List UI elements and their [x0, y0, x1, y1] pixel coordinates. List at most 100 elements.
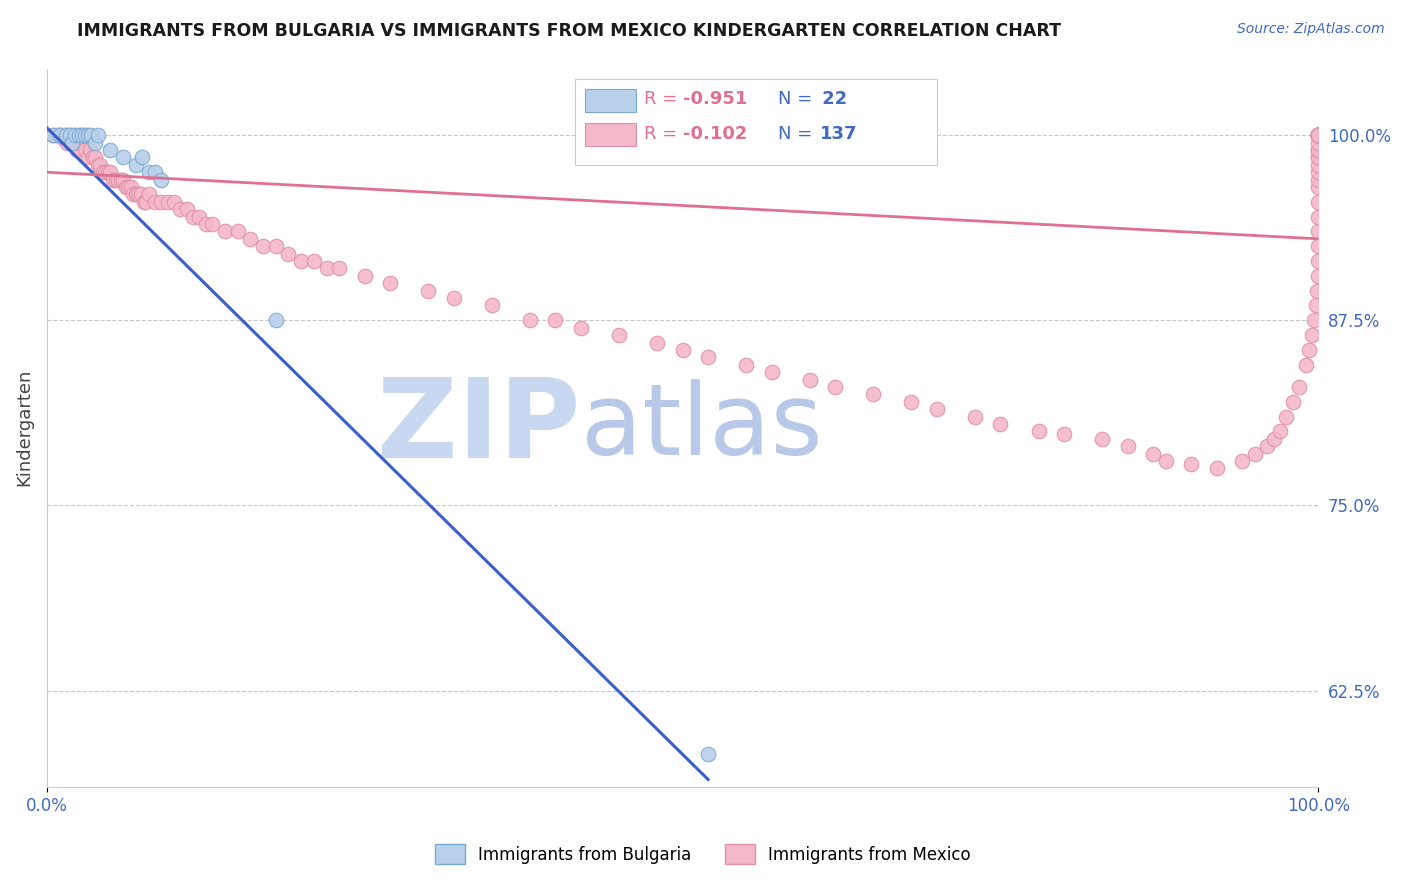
Point [481, 298, 503, 312]
Point [48, 128, 70, 143]
Point [1243, 447, 1265, 461]
Point [1308, 224, 1330, 238]
Point [645, 335, 668, 350]
Point [127, 187, 149, 202]
Point [761, 365, 783, 379]
Point [1116, 439, 1139, 453]
Point [89, 158, 111, 172]
Point [1154, 454, 1177, 468]
Point [925, 402, 948, 417]
Point [1308, 210, 1330, 224]
Point [1308, 158, 1330, 172]
Point [55, 128, 77, 143]
Point [671, 343, 693, 357]
Point [214, 224, 236, 238]
Point [73, 143, 96, 157]
Point [378, 277, 401, 291]
Point [1308, 128, 1330, 143]
Y-axis label: Kindergarten: Kindergarten [15, 369, 32, 486]
Text: -0.102: -0.102 [682, 125, 747, 143]
Point [194, 217, 217, 231]
Point [1303, 313, 1326, 327]
Point [302, 254, 325, 268]
Point [117, 180, 139, 194]
Point [277, 246, 299, 260]
Point [607, 328, 630, 343]
Point [544, 313, 567, 327]
Point [188, 210, 211, 224]
Point [156, 194, 179, 209]
Point [125, 187, 148, 202]
Point [1298, 343, 1320, 357]
Point [1256, 439, 1278, 453]
Point [87, 128, 110, 143]
Point [1308, 128, 1330, 143]
Point [94, 165, 117, 179]
Point [1308, 128, 1330, 143]
Point [100, 143, 122, 157]
Point [1308, 128, 1330, 143]
Point [56, 136, 79, 150]
Point [1308, 128, 1330, 143]
Text: 137: 137 [820, 125, 858, 143]
Point [112, 172, 135, 186]
Point [1308, 194, 1330, 209]
Point [129, 187, 152, 202]
Text: N =: N = [778, 125, 818, 143]
Point [735, 358, 758, 372]
Point [1306, 284, 1329, 298]
Point [100, 165, 122, 179]
Point [122, 187, 145, 202]
Point [1205, 461, 1227, 475]
Point [1308, 136, 1330, 150]
Point [46, 128, 69, 143]
Point [60, 136, 83, 150]
Point [1142, 447, 1164, 461]
FancyBboxPatch shape [575, 79, 936, 166]
Text: R =: R = [644, 90, 683, 109]
Point [1308, 128, 1330, 143]
Point [1091, 432, 1114, 446]
Point [143, 194, 166, 209]
Point [1308, 128, 1330, 143]
Point [1263, 432, 1285, 446]
Point [110, 172, 132, 186]
Point [101, 172, 124, 186]
Point [66, 143, 89, 157]
Point [519, 313, 541, 327]
Point [91, 165, 114, 179]
Point [73, 128, 96, 143]
Text: Source: ZipAtlas.com: Source: ZipAtlas.com [1237, 22, 1385, 37]
Point [697, 747, 720, 762]
Point [176, 202, 198, 217]
Point [239, 232, 262, 246]
Point [181, 210, 204, 224]
Point [52, 131, 75, 145]
Point [1308, 128, 1330, 143]
Point [1308, 254, 1330, 268]
Legend: Immigrants from Bulgaria, Immigrants from Mexico: Immigrants from Bulgaria, Immigrants fro… [429, 838, 977, 871]
Point [328, 261, 350, 276]
Point [80, 128, 103, 143]
Point [138, 165, 160, 179]
Text: ZIP: ZIP [377, 374, 581, 481]
Point [62, 128, 84, 143]
Point [1308, 128, 1330, 143]
Point [42, 128, 65, 143]
Point [63, 136, 86, 150]
Point [79, 143, 101, 157]
Point [264, 239, 287, 253]
Point [76, 128, 98, 143]
Point [1180, 457, 1202, 471]
Point [824, 380, 846, 394]
Point [72, 128, 94, 143]
Point [862, 387, 884, 401]
Point [59, 128, 82, 143]
Point [1308, 172, 1330, 186]
Point [1275, 409, 1298, 424]
Point [120, 180, 142, 194]
Point [799, 372, 821, 386]
Point [1301, 328, 1323, 343]
Point [1282, 394, 1305, 409]
Point [201, 217, 224, 231]
